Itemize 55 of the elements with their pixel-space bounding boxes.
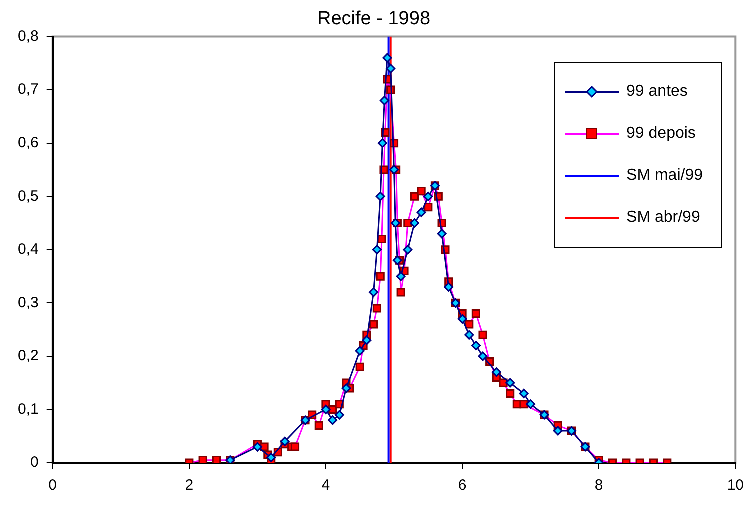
x-tick-label: 10 bbox=[727, 477, 744, 494]
point bbox=[478, 352, 488, 362]
y-tick-label: 0,6 bbox=[18, 134, 39, 152]
y-tick-label: 0,2 bbox=[18, 348, 39, 365]
point bbox=[519, 388, 529, 398]
point bbox=[386, 64, 396, 74]
point bbox=[526, 400, 536, 410]
point bbox=[280, 436, 290, 446]
legend-label: SM abr/99 bbox=[626, 209, 700, 227]
point bbox=[382, 53, 392, 63]
point bbox=[410, 218, 420, 228]
x-tick-label: 0 bbox=[48, 477, 58, 494]
chart-title: Recife - 1998 bbox=[317, 8, 431, 30]
point bbox=[471, 341, 481, 351]
point bbox=[321, 404, 331, 414]
point bbox=[378, 138, 388, 148]
y-tick-label: 0,7 bbox=[18, 81, 39, 98]
point bbox=[392, 256, 402, 266]
y-tick-label: 0 bbox=[30, 454, 39, 472]
x-tick-label: 8 bbox=[594, 477, 604, 494]
point bbox=[390, 165, 400, 175]
point bbox=[403, 245, 413, 255]
point bbox=[266, 452, 276, 462]
legend-label: 99 antes bbox=[626, 83, 688, 101]
point bbox=[369, 288, 379, 298]
point bbox=[342, 384, 352, 394]
point bbox=[328, 416, 338, 426]
point bbox=[380, 96, 390, 106]
point bbox=[372, 245, 382, 255]
point bbox=[444, 282, 454, 292]
x-tick-label: 6 bbox=[458, 477, 467, 494]
point bbox=[424, 192, 434, 202]
point bbox=[355, 346, 365, 356]
point bbox=[396, 272, 406, 282]
point bbox=[506, 378, 516, 388]
point bbox=[437, 229, 447, 239]
y-tick-label: 0,5 bbox=[18, 188, 39, 205]
y-tick-label: 0,1 bbox=[18, 400, 39, 418]
point bbox=[390, 218, 400, 228]
point bbox=[416, 208, 426, 218]
y-tick-label: 0,4 bbox=[18, 241, 39, 258]
y-tick-label: 0,8 bbox=[18, 28, 39, 45]
point bbox=[252, 442, 262, 452]
point bbox=[376, 192, 386, 202]
x-tick-label: 4 bbox=[322, 477, 330, 494]
x-tick-label: 2 bbox=[185, 477, 194, 494]
point bbox=[464, 330, 474, 340]
y-tick-label: 0,3 bbox=[18, 294, 39, 312]
legend-label: 99 depois bbox=[626, 125, 696, 143]
point bbox=[362, 336, 372, 346]
legend-label: SM mai/99 bbox=[626, 167, 703, 185]
point bbox=[458, 314, 468, 324]
point bbox=[492, 368, 502, 378]
point bbox=[334, 410, 344, 420]
point bbox=[553, 426, 563, 436]
